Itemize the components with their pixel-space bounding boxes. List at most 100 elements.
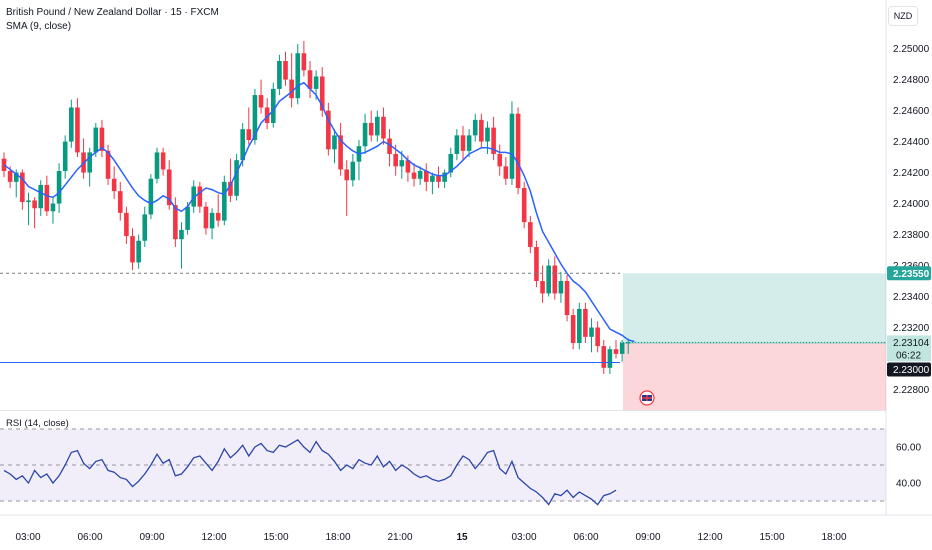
candle-body: [258, 95, 264, 108]
time-tick-label: 09:00: [139, 532, 164, 543]
candle-body: [173, 205, 178, 240]
candle-body: [166, 169, 172, 206]
candle-body: [87, 152, 92, 173]
candle-body: [399, 160, 405, 167]
candle-body: [252, 95, 258, 141]
candle-body: [319, 76, 325, 111]
candle-body: [442, 172, 447, 182]
candle-body: [246, 129, 252, 141]
target-price-tag: [887, 266, 931, 281]
candle-body: [307, 70, 313, 89]
price-tick-label: 2.23800: [893, 230, 930, 241]
candle-body: [509, 113, 515, 179]
sma-line: [3, 81, 635, 343]
candle-body: [546, 265, 551, 294]
candle-body: [497, 153, 503, 167]
time-tick-label: 15: [456, 532, 468, 543]
candle-body: [326, 110, 331, 150]
candle-body: [332, 135, 337, 150]
candle-body: [485, 127, 490, 142]
candle-body: [601, 346, 607, 368]
candle-body: [283, 60, 288, 80]
candle-body: [38, 184, 44, 209]
candle-body: [222, 181, 227, 221]
candle-body: [528, 222, 533, 247]
candle-body: [148, 178, 154, 215]
candle-body: [203, 206, 209, 229]
candle-body: [197, 186, 203, 207]
target-price-tag-text: 2.23550: [893, 269, 930, 280]
time-tick-label: 03:00: [15, 532, 40, 543]
candle-body: [460, 135, 466, 151]
candle-body: [515, 113, 521, 189]
long-position-tool[interactable]: [623, 273, 886, 410]
rsi-tick-label: 60.00: [896, 443, 921, 454]
sma-legend[interactable]: SMA (9, close): [6, 21, 72, 32]
target-zone[interactable]: [623, 273, 886, 344]
candle-body: [179, 229, 184, 240]
candle-body: [136, 240, 141, 263]
candle-body: [472, 119, 478, 136]
grid-lines: [0, 0, 887, 515]
candle-body: [534, 246, 539, 282]
candle-body: [50, 203, 56, 212]
price-tick-label: 2.25000: [893, 44, 930, 55]
candle-body: [69, 107, 74, 142]
candle-body: [423, 171, 429, 182]
rsi-pane: [0, 428, 886, 506]
candle-body: [295, 53, 301, 99]
candle-body: [381, 116, 386, 139]
stop-price-text: 2.23000: [893, 365, 930, 376]
candle-body: [595, 327, 600, 347]
current-price-text: 2.23104: [893, 338, 930, 349]
candle-body: [44, 184, 50, 212]
candle-body: [362, 122, 368, 147]
candle-body: [270, 88, 276, 123]
candle-body: [26, 200, 31, 203]
candle-body: [13, 172, 19, 182]
time-tick-label: 18:00: [325, 532, 350, 543]
candle-body: [491, 127, 496, 154]
time-tick-label: 18:00: [821, 532, 846, 543]
time-tick-label: 12:00: [697, 532, 722, 543]
time-tick-label: 03:00: [511, 532, 536, 543]
price-levels: [0, 272, 886, 364]
candle-body: [75, 107, 80, 153]
candle-body: [570, 315, 576, 344]
countdown-text: 06:22: [896, 350, 921, 361]
stop-price-tag: [887, 362, 931, 377]
time-tick-label: 06:00: [77, 532, 102, 543]
candle-body: [583, 308, 588, 337]
time-tick-label: 12:00: [201, 532, 226, 543]
candle-body: [436, 175, 441, 182]
stop-zone[interactable]: [623, 343, 886, 410]
price-axis[interactable]: 2.25000 2.24800 2.24600 2.24400 2.24200 2.240…: [887, 44, 931, 490]
candle-body: [32, 200, 37, 209]
candle-body: [387, 138, 392, 154]
candle-body: [105, 150, 111, 179]
candle-body: [215, 212, 221, 221]
candle-body: [93, 127, 99, 153]
candlestick-series: [1, 40, 631, 375]
time-tick-label: 15:00: [759, 532, 784, 543]
candle-body: [160, 152, 166, 170]
flag-icon[interactable]: [639, 390, 655, 406]
candle-body: [625, 342, 631, 344]
price-tick-label: 2.24600: [893, 106, 930, 117]
candle-body: [124, 212, 129, 237]
currency-selector[interactable]: NZD: [888, 6, 918, 26]
time-tick-label: 21:00: [387, 532, 412, 543]
candle-body: [411, 172, 417, 179]
candle-body: [338, 135, 343, 170]
candle-body: [62, 141, 68, 172]
candle-body: [448, 153, 454, 173]
pane-divider: [0, 410, 886, 411]
candle-body: [417, 171, 423, 179]
price-tick-label: 2.23200: [893, 323, 930, 334]
price-tick-label: 2.24000: [893, 199, 930, 210]
rsi-legend[interactable]: RSI (14, close): [6, 418, 69, 429]
time-axis[interactable]: 03:00 06:00 09:00 12:00 15:00 18:00 21:00 15 03:…: [0, 514, 932, 543]
candle-body: [234, 160, 239, 196]
time-tick-label: 09:00: [635, 532, 660, 543]
